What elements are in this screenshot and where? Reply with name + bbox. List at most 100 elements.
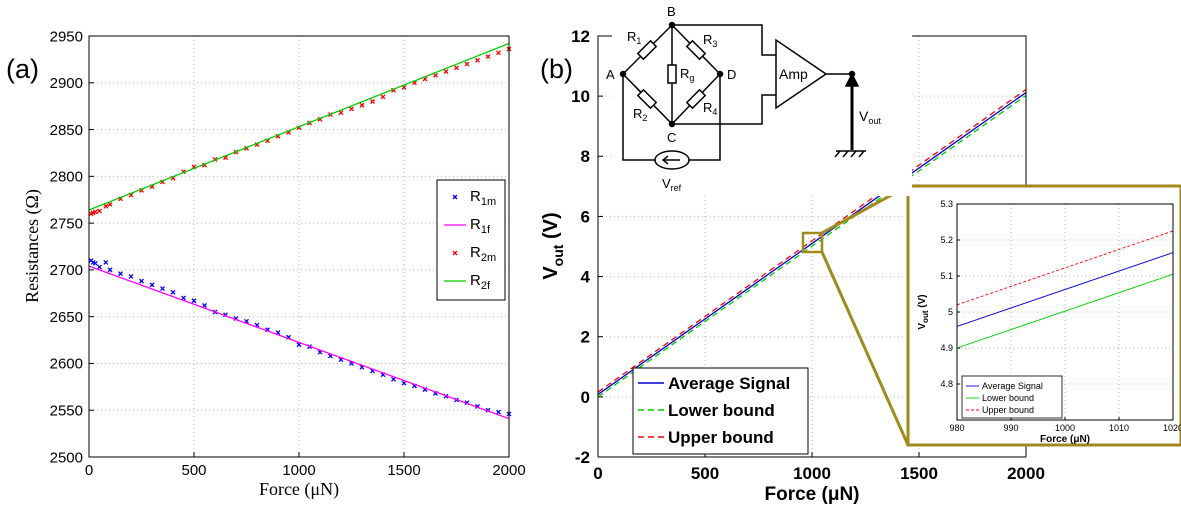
- wire-vref-right: [689, 74, 721, 161]
- series-R2m: [88, 46, 512, 217]
- x-tick-label: 1010: [1109, 423, 1129, 433]
- legend-item: R2f: [444, 272, 491, 292]
- scatter-point: [433, 72, 438, 78]
- y-tick-label: 0: [581, 388, 590, 407]
- legend-item: Lower bound: [638, 401, 775, 420]
- panel-label-b: (b): [540, 54, 573, 84]
- y-tick-label: -2: [575, 448, 590, 467]
- resistor-R3-label: R3: [703, 32, 717, 49]
- y-axis-label-b-main: V: [540, 266, 562, 280]
- scatter-point: [359, 102, 365, 108]
- x-tick-label: 980: [949, 423, 964, 433]
- series-line: [597, 95, 1027, 398]
- scatter-point: [97, 264, 102, 270]
- scatter-point: [452, 194, 458, 200]
- scatter-point: [191, 298, 197, 304]
- plot-frame-a: [88, 35, 510, 458]
- node-D-label: D: [727, 67, 736, 82]
- y-tick-label: 8: [581, 147, 590, 166]
- y-axis-label-b-unit: (V): [540, 212, 562, 244]
- legend-label: Lower bound: [982, 393, 1034, 403]
- y-tick-label: 2700: [50, 262, 83, 279]
- scatter-point: [160, 286, 165, 292]
- zoom-box: [801, 231, 824, 254]
- scatter-point: [97, 208, 102, 214]
- scatter-point: [464, 61, 470, 67]
- y-tick-label: 2650: [50, 309, 83, 326]
- wire-B-amp: [672, 24, 776, 56]
- vref-label: Vref: [662, 176, 682, 193]
- scatter-point: [107, 201, 113, 207]
- series-line: [597, 88, 1027, 393]
- panel-label-a: (a): [6, 54, 39, 84]
- legend-label: R1m: [470, 188, 496, 208]
- inset-legend: Average Signal Lower bound Upper bound: [961, 375, 1063, 419]
- y-axis-label-b-sub: out: [550, 244, 566, 266]
- wire-vref-left: [622, 74, 655, 161]
- zoom-connector-bottom: [820, 251, 910, 446]
- y-tick-label: 2: [581, 328, 590, 347]
- legend-item: Average Signal: [638, 374, 790, 393]
- resistor-R1-label: R1: [627, 29, 641, 46]
- legend-label: Average Signal: [668, 374, 790, 393]
- x-tick-label: 1000: [793, 464, 831, 483]
- legend-item: R2m: [452, 244, 496, 264]
- scatter-point: [149, 282, 155, 288]
- y-tick-label: 5.3: [940, 199, 953, 209]
- x-tick-label: 1500: [387, 462, 420, 479]
- inset-y-axis-label-main: V: [917, 323, 928, 330]
- legend-item: R1f: [444, 216, 491, 236]
- legend-item: R1m: [452, 188, 496, 208]
- y-tick-label: 2800: [50, 169, 83, 186]
- wheatstone-circuit: [612, 0, 912, 196]
- resistor-R2: [636, 88, 658, 110]
- ground-hatch-1: [834, 150, 841, 158]
- legend-label: R2m: [470, 244, 496, 264]
- inset-chart: 980 990 1000 1010 1020 4.8 4.9 5 5.1 5.2 5.3 Force…: [906, 184, 1181, 447]
- circuit-labels: A B C D R1 R2 R3 R4 Rg Amp Vout Vref: [606, 4, 881, 193]
- x-tick-label: 2000: [1007, 464, 1045, 483]
- x-tick-label: 1000: [1055, 423, 1075, 433]
- legend-item: Lower bound: [966, 393, 1034, 403]
- scatter-point: [202, 302, 207, 308]
- y-tick-label: 6: [581, 207, 590, 226]
- inset-y-axis-label-sub: out: [921, 310, 930, 323]
- series-line: [956, 252, 1174, 327]
- series-line: [956, 230, 1174, 306]
- resistor-R1: [636, 39, 658, 61]
- scatter-point: [443, 69, 449, 75]
- ground-hatch-2: [842, 150, 849, 158]
- y-tick-label: 5: [948, 307, 953, 317]
- inset-frame: [956, 203, 1174, 421]
- scatter-point: [496, 50, 501, 56]
- scatter-point: [92, 260, 98, 266]
- x-tick-label: 500: [181, 462, 206, 479]
- y-tick-label: 2850: [50, 122, 83, 139]
- resistor-R2-label: R2: [633, 106, 647, 123]
- y-tick-label: 4.8: [940, 379, 953, 389]
- scatter-point: [92, 209, 98, 215]
- y-axis-label-a: Resistances (Ω): [22, 189, 43, 303]
- x-axis-label-b: Force (μN): [764, 484, 859, 505]
- scatter-point: [128, 273, 134, 279]
- series-line: [597, 92, 1027, 395]
- scatter-point: [338, 110, 344, 116]
- inset-y-axis-label: Vout (V): [917, 294, 930, 329]
- y-tick-label: 2550: [50, 402, 83, 419]
- scatter-point: [401, 380, 407, 386]
- legend-label: R1f: [470, 216, 491, 236]
- node-B-label: B: [667, 4, 676, 19]
- fit-line: [88, 42, 510, 211]
- scatter-point: [391, 376, 396, 382]
- series-R2f: [88, 42, 510, 211]
- legend-box-a: [436, 179, 506, 301]
- inset-legend-box: [961, 375, 1063, 419]
- y-tick-label: 2500: [50, 449, 83, 466]
- legend-item: Upper bound: [638, 428, 774, 447]
- legend-label: Average Signal: [982, 381, 1043, 391]
- resistor-Rg: [667, 64, 677, 84]
- fit-line: [88, 265, 510, 420]
- scatter-point: [349, 106, 354, 112]
- amp-label: Amp: [779, 66, 808, 82]
